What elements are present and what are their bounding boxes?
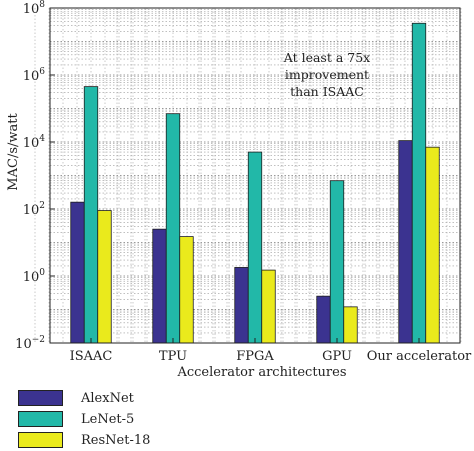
annotation-line: improvement [285, 67, 369, 82]
bars [70, 22, 440, 344]
bar [83, 86, 99, 344]
legend-label-alexnet: AlexNet [81, 390, 134, 406]
y-tick-label: 104 [23, 134, 46, 151]
x-tick-label: ISAAC [70, 349, 113, 364]
annotation-line: than ISAAC [290, 84, 364, 99]
legend-item-resnet: ResNet-18 [18, 430, 150, 450]
y-tick-label: 106 [23, 67, 46, 84]
y-tick-label: 108 [23, 0, 46, 17]
axis-ticks: 10−2 100 102 104 106 108 ISAAC TPU FPGA GPU Our ac… [15, 0, 472, 364]
bar [234, 267, 249, 344]
bar [425, 146, 440, 344]
legend-swatch-lenet [18, 411, 63, 427]
x-tick-label: GPU [322, 349, 352, 364]
x-axis-label: Accelerator architectures [176, 365, 346, 380]
bar [97, 210, 112, 344]
bar [152, 228, 167, 344]
y-tick-label: 100 [23, 268, 46, 285]
bar [398, 140, 413, 344]
bar [261, 269, 276, 344]
x-tick-label: FPGA [236, 349, 274, 364]
x-tick-label: Our accelerator [367, 349, 472, 364]
bar [329, 180, 345, 344]
bar [70, 201, 85, 344]
annotation-line: At least a 75x [283, 50, 370, 65]
y-axis-label: MAC/s/watt [6, 113, 21, 191]
bar [316, 295, 331, 344]
x-tick-label: TPU [159, 349, 187, 364]
bar [411, 22, 427, 344]
legend-label-resnet: ResNet-18 [81, 432, 151, 448]
legend-item-alexnet: AlexNet [18, 388, 134, 408]
bar [165, 113, 181, 344]
y-tick-label: 102 [23, 201, 45, 218]
annotation: At least a 75x improvement than ISAAC [283, 50, 370, 99]
legend-label-lenet: LeNet-5 [81, 411, 135, 427]
y-tick-label: 10−2 [15, 335, 45, 352]
bar [247, 151, 263, 344]
legend-swatch-resnet [18, 432, 63, 448]
bar [343, 306, 358, 344]
legend-swatch-alexnet [18, 390, 63, 406]
legend-item-lenet: LeNet-5 [18, 409, 134, 429]
bar [179, 236, 194, 344]
